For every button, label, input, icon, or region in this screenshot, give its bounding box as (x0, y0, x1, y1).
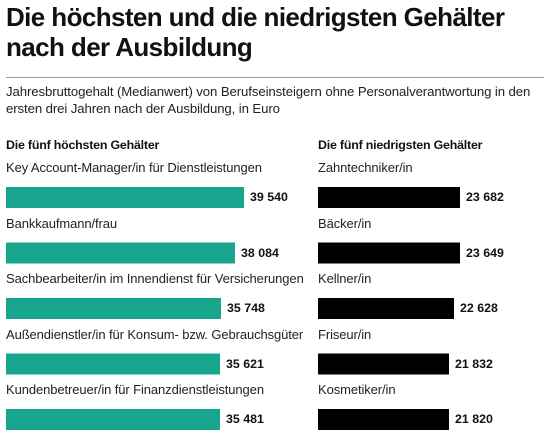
category-label: Kundenbetreuer/in für Finanzdienstleistu… (6, 382, 264, 397)
bar (6, 353, 220, 375)
category-label: Kosmetiker/in (318, 382, 396, 397)
panel-title-highest: Die fünf höchsten Gehälter (6, 138, 160, 152)
value-label: 21 820 (455, 412, 493, 426)
value-label: 39 540 (250, 190, 288, 204)
category-label: Sachbearbeiter/in im Innendienst für Ver… (6, 271, 304, 286)
bar (318, 187, 460, 208)
value-label: 23 649 (466, 245, 504, 260)
value-label: 35 748 (227, 301, 265, 315)
category-label: Bäcker/in (318, 215, 372, 231)
value-label: 35 481 (226, 412, 264, 426)
chart-title: Die höchsten und die niedrigsten Gehälte… (6, 2, 505, 62)
category-label: Key Account-Manager/in für Dienstleistun… (6, 160, 262, 175)
bar (6, 298, 221, 319)
chart-subtitle: Jahresbruttogehalt (Medianwert) von Beru… (6, 84, 531, 116)
category-label: Friseur/in (318, 326, 372, 342)
value-label: 22 628 (460, 301, 498, 315)
bar (318, 353, 449, 375)
value-label: 38 084 (241, 245, 279, 260)
category-label: Kellner/in (318, 271, 372, 286)
title-divider (6, 77, 544, 78)
category-label: Zahntechniker/in (318, 160, 413, 175)
value-label: 23 682 (466, 190, 504, 204)
category-label: Außendienstler/in für Konsum- bzw. Gebra… (6, 326, 304, 342)
bar (318, 298, 454, 319)
bar (6, 187, 244, 208)
value-label: 35 621 (226, 356, 264, 371)
category-label: Bankkaufmann/frau (6, 215, 118, 231)
bar (318, 242, 460, 264)
bar (318, 409, 449, 430)
bar (6, 242, 235, 264)
bar (6, 409, 220, 430)
panel-title-lowest: Die fünf niedrigsten Gehälter (318, 138, 483, 152)
value-label: 21 832 (455, 356, 493, 371)
